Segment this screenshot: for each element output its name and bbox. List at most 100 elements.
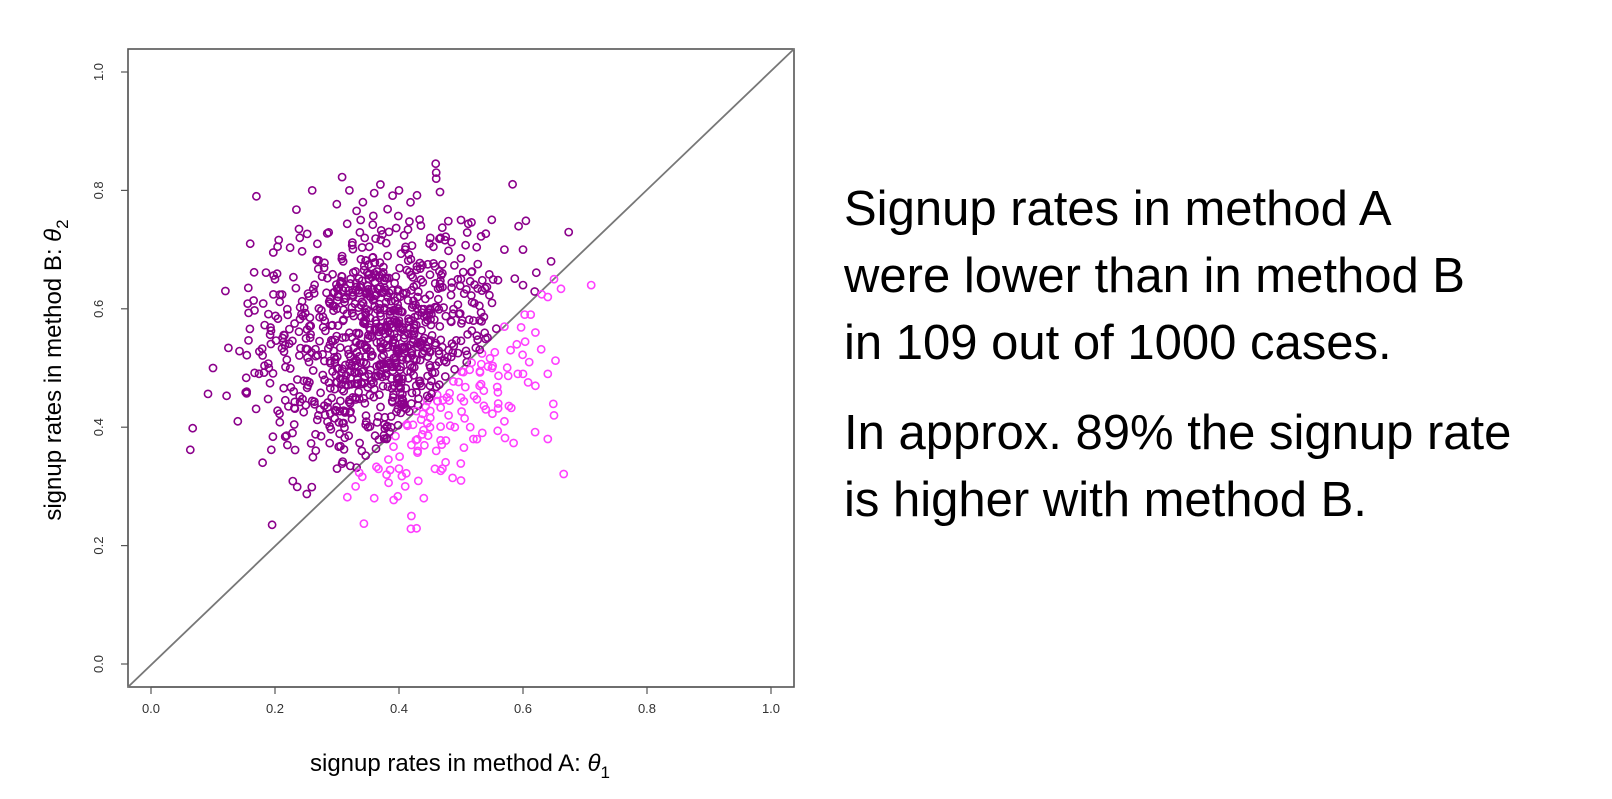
point-higher-b bbox=[341, 283, 350, 293]
point-lower-b bbox=[483, 362, 493, 371]
point-higher-b bbox=[493, 275, 503, 285]
point-higher-b bbox=[441, 232, 451, 242]
point-lower-b bbox=[499, 322, 509, 331]
point-higher-b bbox=[399, 230, 409, 240]
point-lower-b bbox=[502, 363, 512, 373]
point-higher-b bbox=[329, 287, 339, 297]
point-higher-b bbox=[208, 363, 218, 373]
point-higher-b bbox=[412, 190, 422, 200]
point-higher-b bbox=[378, 381, 388, 391]
x-axis-theta: θ bbox=[588, 750, 601, 777]
point-higher-b bbox=[390, 278, 399, 288]
point-higher-b bbox=[361, 411, 371, 421]
point-higher-b bbox=[233, 416, 243, 426]
point-higher-b bbox=[302, 325, 312, 334]
point-higher-b bbox=[241, 373, 251, 383]
point-higher-b bbox=[316, 388, 325, 398]
point-higher-b bbox=[289, 420, 299, 429]
point-higher-b bbox=[449, 260, 459, 270]
point-higher-b bbox=[351, 266, 360, 276]
point-higher-b bbox=[261, 268, 271, 277]
point-higher-b bbox=[369, 268, 379, 278]
point-lower-b bbox=[456, 476, 466, 485]
y-tick-label: 1.0 bbox=[91, 63, 106, 81]
point-higher-b bbox=[332, 304, 342, 314]
point-higher-b bbox=[394, 381, 404, 391]
point-higher-b bbox=[477, 275, 487, 285]
point-higher-b bbox=[361, 315, 371, 325]
point-higher-b bbox=[340, 375, 350, 385]
point-higher-b bbox=[447, 283, 456, 293]
point-higher-b bbox=[344, 185, 354, 195]
point-higher-b bbox=[354, 329, 364, 339]
point-higher-b bbox=[380, 412, 390, 422]
point-higher-b bbox=[280, 432, 290, 441]
point-higher-b bbox=[329, 352, 339, 362]
point-higher-b bbox=[483, 333, 492, 342]
point-higher-b bbox=[399, 330, 409, 340]
point-higher-b bbox=[461, 240, 470, 250]
point-higher-b bbox=[244, 335, 253, 345]
point-higher-b bbox=[319, 401, 329, 411]
point-higher-b bbox=[338, 457, 348, 466]
point-higher-b bbox=[288, 272, 298, 282]
point-lower-b bbox=[412, 434, 422, 444]
point-lower-b bbox=[549, 410, 559, 420]
point-higher-b bbox=[332, 364, 342, 373]
point-higher-b bbox=[437, 268, 447, 278]
point-lower-b bbox=[436, 403, 446, 412]
point-lower-b bbox=[371, 462, 381, 472]
point-higher-b bbox=[354, 368, 364, 378]
point-higher-b bbox=[433, 294, 443, 304]
point-lower-b bbox=[395, 452, 404, 461]
point-higher-b bbox=[299, 303, 309, 313]
point-higher-b bbox=[479, 312, 489, 322]
point-higher-b bbox=[245, 324, 255, 334]
caption-percentage: In approx. 89% the signup rate is higher… bbox=[844, 400, 1604, 534]
point-higher-b bbox=[472, 331, 482, 341]
point-lower-b bbox=[437, 440, 447, 449]
point-higher-b bbox=[386, 296, 396, 306]
point-higher-b bbox=[477, 316, 486, 326]
point-higher-b bbox=[303, 289, 313, 298]
point-higher-b bbox=[332, 464, 342, 473]
point-higher-b bbox=[301, 344, 311, 354]
point-higher-b bbox=[423, 259, 433, 269]
point-lower-b bbox=[548, 399, 558, 409]
point-lower-b bbox=[460, 382, 470, 392]
point-higher-b bbox=[463, 329, 472, 339]
point-higher-b bbox=[303, 353, 312, 362]
point-lower-b bbox=[391, 431, 400, 441]
point-higher-b bbox=[345, 278, 355, 288]
point-higher-b bbox=[396, 249, 406, 259]
point-higher-b bbox=[381, 368, 391, 378]
point-higher-b bbox=[290, 445, 300, 455]
point-higher-b bbox=[283, 310, 293, 320]
point-higher-b bbox=[474, 301, 484, 311]
point-higher-b bbox=[378, 229, 387, 239]
point-higher-b bbox=[387, 396, 397, 406]
point-lower-b bbox=[516, 322, 526, 332]
point-lower-b bbox=[412, 523, 421, 533]
point-higher-b bbox=[388, 191, 397, 200]
point-higher-b bbox=[521, 216, 531, 226]
point-higher-b bbox=[223, 343, 233, 353]
point-higher-b bbox=[365, 331, 375, 341]
point-higher-b bbox=[363, 333, 373, 343]
point-higher-b bbox=[376, 343, 386, 353]
point-higher-b bbox=[371, 234, 380, 243]
caption-line: is higher with method B. bbox=[844, 473, 1367, 527]
point-lower-b bbox=[500, 433, 510, 443]
point-higher-b bbox=[510, 274, 520, 283]
point-higher-b bbox=[378, 262, 388, 272]
point-higher-b bbox=[355, 227, 365, 237]
point-higher-b bbox=[338, 316, 348, 326]
point-higher-b bbox=[288, 428, 297, 438]
point-lower-b bbox=[506, 345, 515, 355]
point-higher-b bbox=[357, 446, 367, 456]
point-higher-b bbox=[368, 220, 378, 230]
point-higher-b bbox=[281, 362, 290, 372]
point-higher-b bbox=[394, 185, 404, 195]
point-higher-b bbox=[419, 346, 429, 356]
point-higher-b bbox=[345, 352, 355, 362]
